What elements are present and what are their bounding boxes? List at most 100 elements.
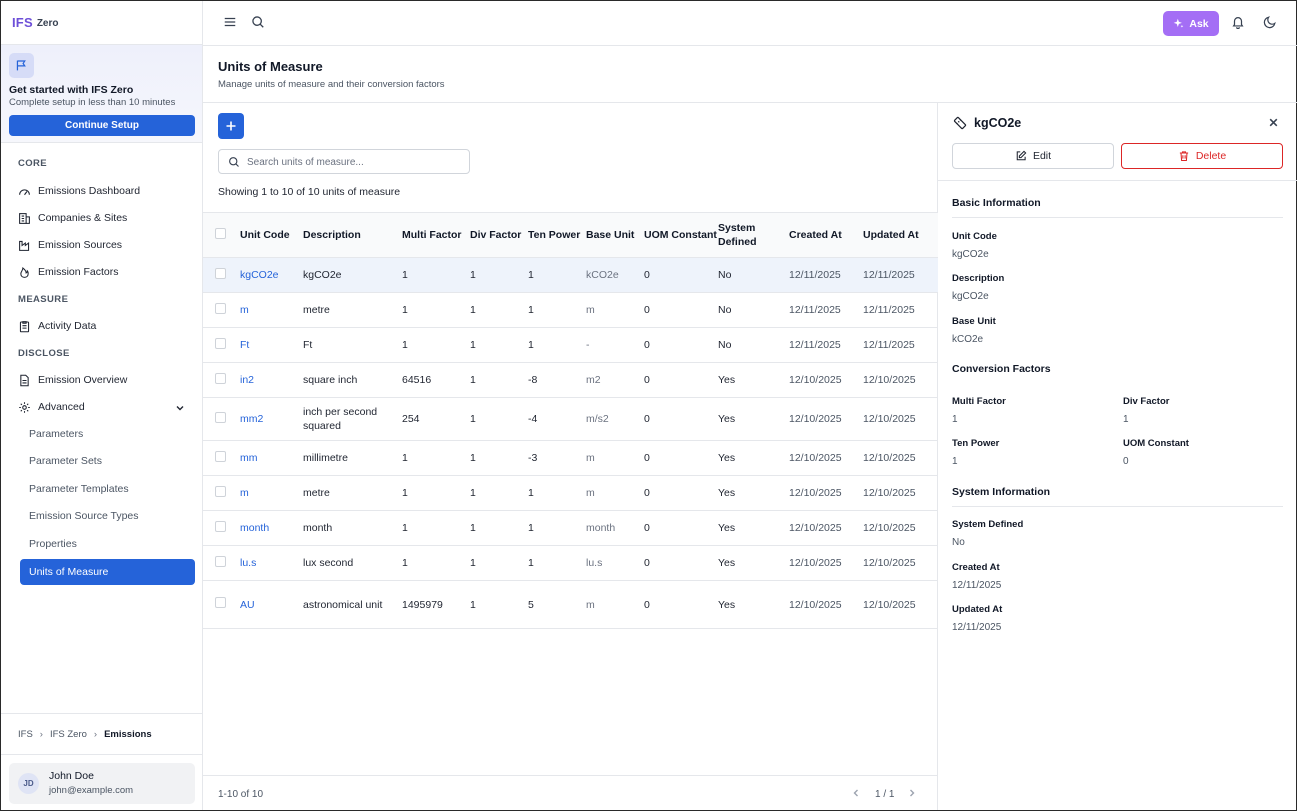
row-select-cell — [203, 257, 240, 293]
table-row[interactable]: AU astronomical unit 1495979 1 5 m 0 Yes 12/10/2… — [203, 580, 938, 629]
row-checkbox[interactable] — [215, 520, 226, 532]
brand-name: IFS — [12, 15, 33, 30]
nav-emission-sources[interactable]: Emission Sources — [18, 236, 122, 254]
detail-panel: kgCO2e Edit Delete Basic Information Uni… — [938, 103, 1297, 810]
nav-emission-factors[interactable]: Emission Factors — [18, 263, 119, 281]
cell-div-factor: 1 — [470, 257, 528, 293]
cell-unit-code[interactable]: m — [240, 292, 303, 328]
row-checkbox[interactable] — [215, 555, 226, 567]
cell-div-factor: 1 — [470, 362, 528, 398]
add-unit-button[interactable] — [218, 113, 244, 139]
row-checkbox[interactable] — [215, 597, 226, 608]
cell-unit-code[interactable]: AU — [240, 580, 303, 629]
nav-parameter-sets[interactable]: Parameter Sets — [29, 455, 102, 467]
cell-system-defined: Yes — [718, 580, 789, 629]
table-row[interactable]: lu.s lux second 1 1 1 lu.s 0 Yes 12/10/2025 12/10… — [203, 545, 938, 581]
nav-emission-overview[interactable]: Emission Overview — [18, 371, 127, 389]
header-unit-code[interactable]: Unit Code — [240, 212, 303, 258]
cell-unit-code[interactable]: kgCO2e — [240, 257, 303, 293]
header-div-factor[interactable]: Div Factor — [470, 212, 528, 258]
cell-unit-code[interactable]: month — [240, 510, 303, 546]
table-row[interactable]: in2 square inch 64516 1 -8 m2 0 Yes 12/10/2025 12… — [203, 362, 938, 398]
table-row[interactable]: mm2 inch per second squared 254 1 -4 m/s2 0 Yes… — [203, 397, 938, 441]
header-base-unit[interactable]: Base Unit — [586, 212, 644, 258]
row-select-cell — [203, 580, 240, 629]
cell-ten-power: 1 — [528, 257, 586, 293]
edit-icon — [1016, 150, 1027, 161]
cell-ten-power: -4 — [528, 397, 586, 441]
nav-parameters[interactable]: Parameters — [29, 428, 84, 440]
close-icon[interactable] — [1268, 117, 1279, 131]
search-input[interactable] — [247, 153, 462, 171]
select-all-checkbox[interactable] — [215, 227, 226, 239]
row-checkbox[interactable] — [215, 302, 226, 314]
base-unit-value: kCO2e — [952, 334, 984, 345]
setup-card: Get started with IFS Zero Complete setup… — [1, 45, 202, 143]
row-checkbox[interactable] — [215, 337, 226, 349]
chevron-down-icon[interactable] — [175, 403, 185, 416]
breadcrumb-item[interactable]: IFS Zero — [49, 728, 87, 740]
units-list-panel: Showing 1 to 10 of 10 units of measure U… — [203, 103, 938, 810]
table-row[interactable]: m metre 1 1 1 m 0 No 12/11/2025 12/11/2025 — [203, 292, 938, 328]
bell-icon[interactable] — [1231, 15, 1245, 32]
nav-emission-source-types[interactable]: Emission Source Types — [29, 510, 139, 522]
row-checkbox[interactable] — [215, 267, 226, 279]
table-row[interactable]: month month 1 1 1 month 0 Yes 12/10/2025 12/10/20… — [203, 510, 938, 546]
table-row[interactable]: m metre 1 1 1 m 0 Yes 12/10/2025 12/10/2025 — [203, 475, 938, 511]
header-uom-constant[interactable]: UOM Constant — [644, 212, 718, 258]
row-checkbox[interactable] — [215, 450, 226, 462]
updated-at-value: 12/11/2025 — [952, 622, 1002, 633]
cell-multi-factor: 1 — [402, 327, 470, 363]
cell-unit-code[interactable]: mm2 — [240, 397, 303, 441]
breadcrumb-item[interactable]: IFS — [18, 728, 33, 740]
pagination-range: 1-10 of 10 — [218, 789, 264, 800]
header-multi-factor[interactable]: Multi Factor — [402, 212, 470, 258]
header-created-at[interactable]: Created At — [789, 212, 863, 258]
row-checkbox[interactable] — [215, 372, 226, 384]
header-ten-power[interactable]: Ten Power — [528, 212, 586, 258]
user-profile[interactable]: JD John Doe john@example.com — [9, 763, 195, 804]
cell-unit-code[interactable]: mm — [240, 440, 303, 476]
menu-icon[interactable] — [223, 15, 237, 32]
chevron-left-icon[interactable] — [851, 788, 861, 801]
chevron-right-icon[interactable] — [907, 788, 917, 801]
page-indicator: 1 / 1 — [875, 789, 895, 800]
div-factor-value: 1 — [1123, 414, 1129, 425]
detail-title: kgCO2e — [974, 116, 1022, 130]
ask-button[interactable]: Ask — [1163, 11, 1219, 36]
nav-advanced[interactable]: Advanced — [18, 398, 85, 416]
table-row[interactable]: mm millimetre 1 1 -3 m 0 Yes 12/10/2025 12/10/202… — [203, 440, 938, 476]
cell-uom-constant: 0 — [644, 440, 718, 476]
page-header: Units of Measure Manage units of measure… — [203, 46, 1297, 103]
flag-icon — [9, 53, 34, 78]
cell-unit-code[interactable]: in2 — [240, 362, 303, 398]
factory-icon — [18, 239, 31, 252]
search-icon[interactable] — [251, 15, 265, 32]
ten-power-label: Ten Power — [952, 438, 1000, 449]
nav-units-of-measure[interactable]: Units of Measure — [20, 559, 195, 585]
delete-button[interactable]: Delete — [1121, 143, 1283, 169]
nav-properties[interactable]: Properties — [29, 538, 77, 550]
nav-parameter-templates[interactable]: Parameter Templates — [29, 483, 129, 495]
edit-button[interactable]: Edit — [952, 143, 1114, 169]
continue-setup-button[interactable]: Continue Setup — [9, 115, 195, 136]
nav-emissions-dashboard[interactable]: Emissions Dashboard — [18, 182, 140, 200]
cell-unit-code[interactable]: m — [240, 475, 303, 511]
moon-icon[interactable] — [1263, 15, 1277, 32]
nav-companies-sites[interactable]: Companies & Sites — [18, 209, 127, 227]
header-description[interactable]: Description — [303, 212, 402, 258]
header-system-defined[interactable]: System Defined — [718, 212, 789, 258]
table-row[interactable]: kgCO2e kgCO2e 1 1 1 kCO2e 0 No 12/11/2025 12/11/2… — [203, 257, 938, 293]
brand-logo[interactable]: IFS Zero — [1, 1, 202, 45]
row-checkbox[interactable] — [215, 485, 226, 497]
nav-activity-data[interactable]: Activity Data — [18, 317, 96, 335]
setup-subtitle: Complete setup in less than 10 minutes — [9, 97, 176, 108]
cell-unit-code[interactable]: lu.s — [240, 545, 303, 581]
cell-uom-constant: 0 — [644, 397, 718, 441]
cell-base-unit: m/s2 — [586, 397, 644, 441]
cell-unit-code[interactable]: Ft — [240, 327, 303, 363]
row-checkbox[interactable] — [215, 411, 226, 423]
table-row[interactable]: Ft Ft 1 1 1-0 No 12/11/2025 12/11/2025 — [203, 327, 938, 363]
cell-updated-at: 12/10/2025 — [863, 440, 938, 476]
header-updated-at[interactable]: Updated At — [863, 212, 938, 258]
